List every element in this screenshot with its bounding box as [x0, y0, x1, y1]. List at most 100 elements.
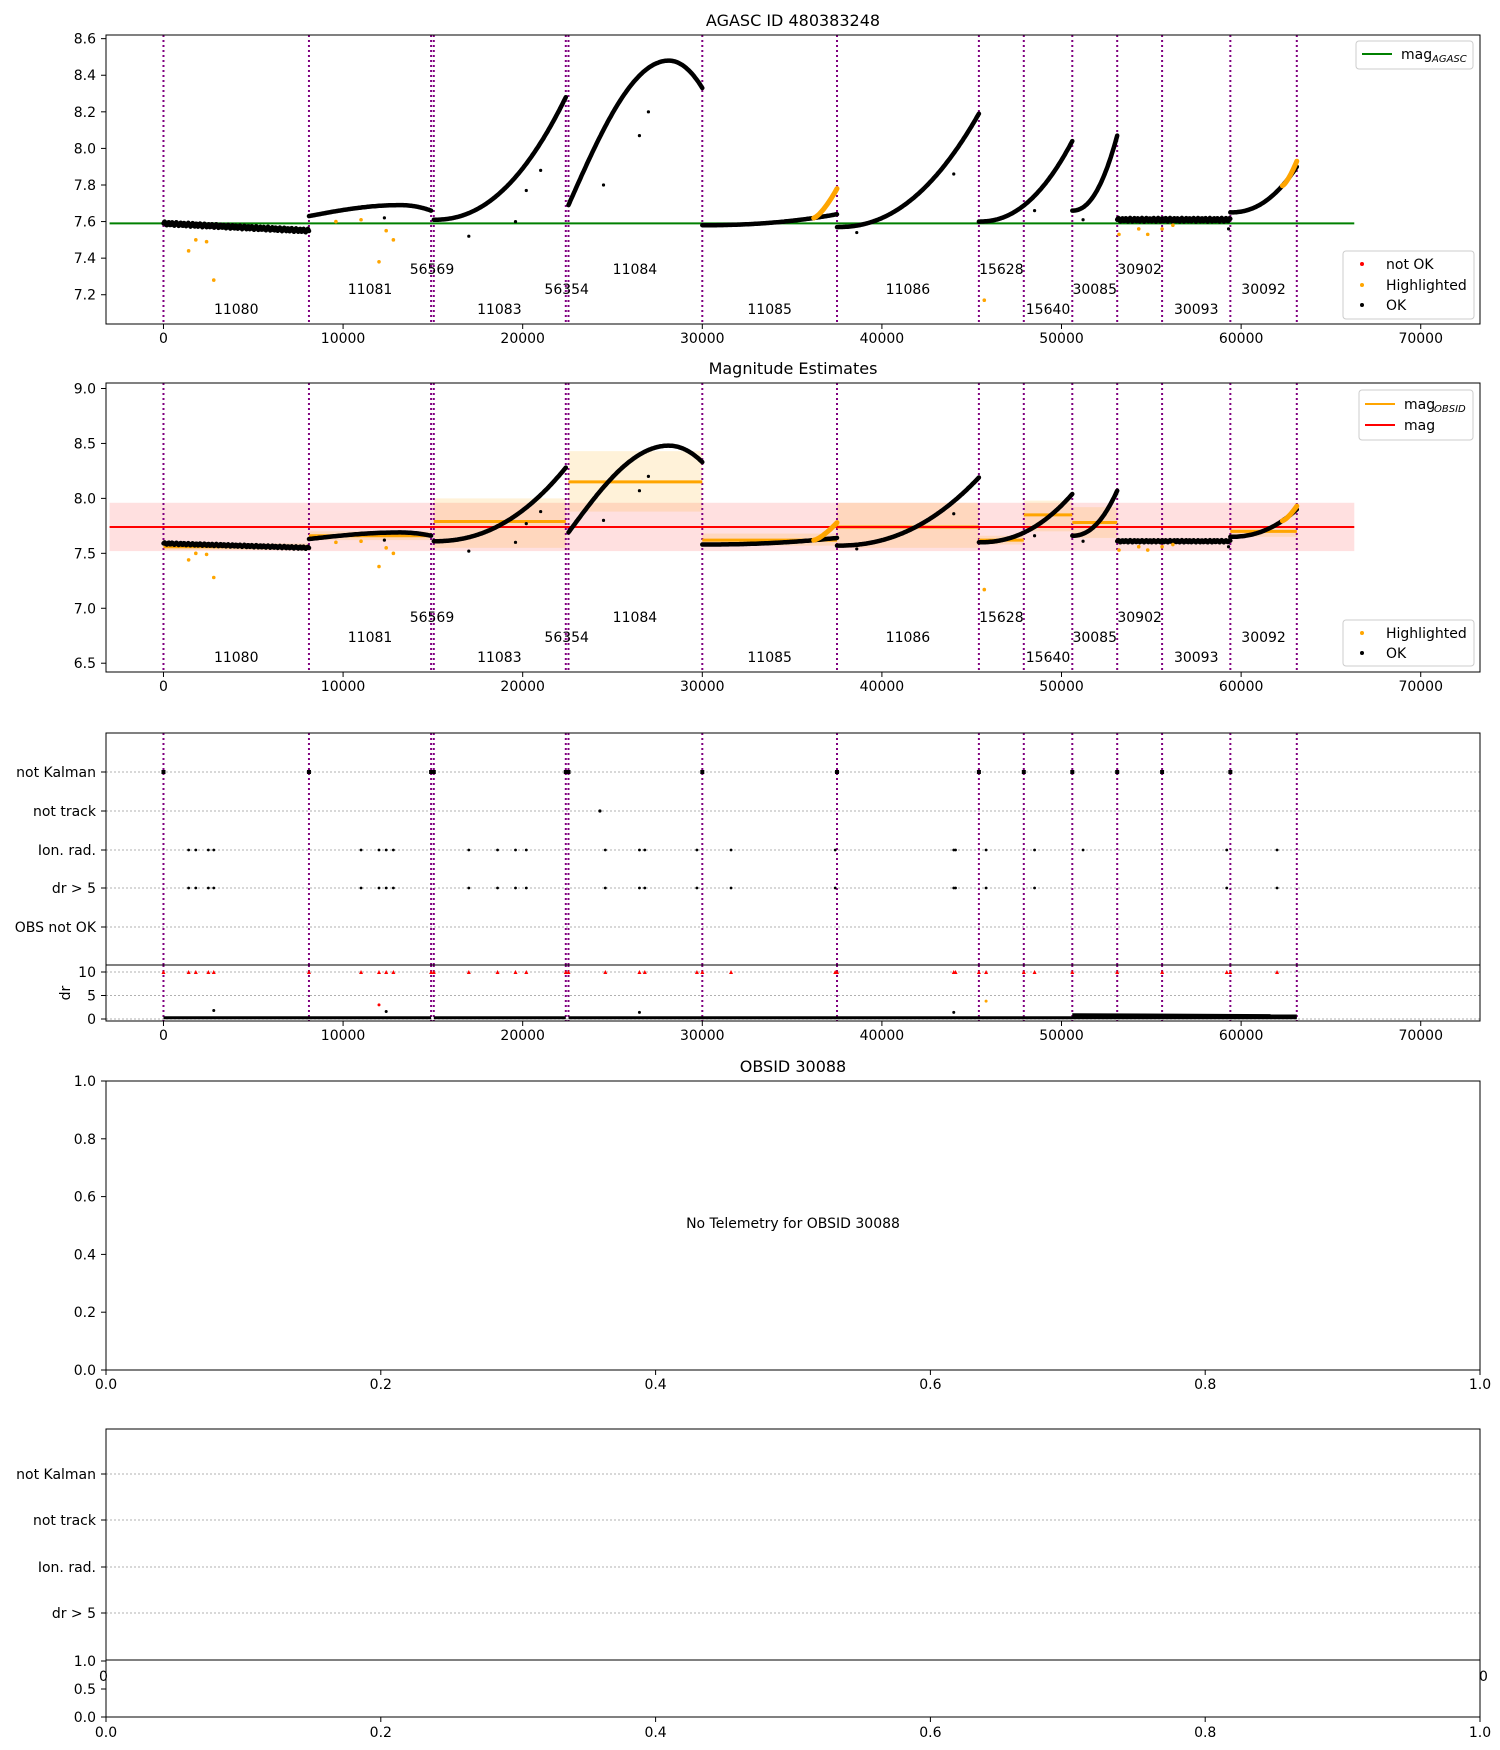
p5-y-tick-label: 0.5 — [74, 1682, 96, 1698]
p3b-x-tick-label: 60000 — [1219, 1028, 1264, 1044]
dr-gt5-point — [187, 886, 191, 890]
dr-not-ok-point — [566, 970, 571, 974]
p2-obsid-label: 11084 — [613, 610, 658, 626]
dr-gt5-point — [496, 886, 499, 890]
p1-x-tick-label: 60000 — [1219, 331, 1264, 347]
p1-highlighted-point — [391, 238, 396, 242]
p1-obsid-label: 30093 — [1174, 302, 1219, 318]
dr-not-ok-point — [466, 970, 471, 974]
dr-y-tick-label: 10 — [78, 965, 96, 981]
legend-points-p1: not OK Highlighted OK — [1342, 250, 1475, 320]
p2-ok-point — [952, 512, 956, 516]
magnitude-estimates-panel: 11080 11081 56569 11083 56354 11084 11085 11086… — [74, 381, 1481, 695]
dr-outlier-point — [637, 1010, 641, 1014]
p1-highlighted-point — [1136, 227, 1141, 231]
p2-ok-point — [601, 518, 606, 522]
ion-rad-point — [496, 848, 499, 852]
p2-highlighted-points — [1279, 503, 1300, 524]
p1-highlighted-point — [384, 228, 388, 233]
p1-ok-point — [646, 110, 651, 114]
p1-ok-points — [834, 111, 982, 230]
p2-highlighted-point — [1145, 548, 1150, 552]
p1-highlighted-points — [811, 186, 840, 221]
dr-gt5-point — [638, 886, 641, 890]
p1-obsid-label: 11086 — [886, 282, 931, 298]
dr-gt5-point — [1033, 886, 1036, 890]
ion-rad-point — [194, 848, 198, 852]
p2-highlighted-point — [982, 587, 987, 592]
p2-ok-points — [306, 530, 434, 542]
legend-highlighted-label-2: Highlighted — [1386, 626, 1467, 642]
p2-x-tick-label: 40000 — [860, 679, 905, 695]
dr-gt5-point — [524, 886, 528, 890]
p5-y-tick-label: 1.0 — [74, 1654, 96, 1670]
p3b-x-tick-label: 50000 — [1039, 1028, 1084, 1044]
dr-not-ok-point — [429, 970, 434, 974]
legend-highlighted-label: Highlighted — [1386, 278, 1467, 294]
p2-ok-points — [1114, 537, 1233, 545]
dr-not-ok-point — [495, 970, 500, 974]
p1-highlighted-point — [1117, 232, 1121, 237]
not-kalman-point — [835, 770, 840, 774]
flags-panel: not Kalman not track Ion. rad. dr > 5 OBS no… — [15, 732, 1481, 966]
p2-highlighted-point — [391, 551, 396, 556]
p5-flag-row-label: Ion. rad. — [38, 1560, 96, 1576]
p2-x-tick-label: 20000 — [500, 679, 545, 695]
ion-rad-point — [638, 848, 641, 852]
p1-x-tick-label: 40000 — [860, 331, 905, 347]
p5-x-tick-label: 1.0 — [1469, 1725, 1491, 1741]
dr-gt5-point — [984, 886, 988, 890]
p2-ok-point — [467, 549, 471, 553]
flag-row-label: Ion. rad. — [38, 843, 96, 859]
p3b-x-tick-label: 0 — [159, 1028, 168, 1044]
p2-ok-point — [855, 547, 859, 551]
p1-ok-point — [513, 219, 518, 224]
dr-outlier-point — [984, 999, 988, 1003]
p1-obsid-label: 11081 — [348, 282, 393, 298]
not-kalman-point — [1160, 770, 1165, 774]
legend-ok-label-2: OK — [1386, 646, 1407, 662]
p5-x-tick-label: 0.4 — [644, 1725, 666, 1741]
p2-highlighted-point — [384, 546, 388, 550]
agasc-magnitude-panel: 11080 11081 56569 11083 56354 11084 11085 11086… — [74, 32, 1481, 347]
p1-y-tick-label: 7.2 — [74, 288, 96, 304]
p5-x-tick-label: 0.2 — [370, 1725, 392, 1741]
p2-highlighted-point — [1160, 544, 1164, 549]
p2-x-tick-label: 0 — [159, 679, 168, 695]
dr-gt5-point — [643, 886, 647, 890]
dr-not-ok-point — [193, 970, 198, 974]
p2-obsid-label: 11080 — [214, 650, 259, 666]
ion-rad-point — [359, 848, 363, 852]
panel1-title: AGASC ID 480383248 — [706, 11, 880, 30]
dr-gt5-point — [391, 886, 395, 890]
p2-ok-point — [1226, 545, 1231, 549]
p1-ok-point — [1081, 218, 1085, 222]
p1-obsid-label: 30085 — [1072, 282, 1117, 298]
p3b-x-tick-label: 30000 — [680, 1028, 725, 1044]
legend-mag-obsid-label: mag — [1404, 397, 1435, 413]
p2-highlighted-point — [334, 540, 338, 545]
dr-gt5-point — [384, 886, 388, 890]
p1-x-tick-label: 30000 — [680, 331, 725, 347]
p2-ok-points — [1070, 488, 1120, 538]
dr-gt5-point — [833, 886, 837, 890]
dr-outlier-point — [212, 1009, 216, 1013]
p2-highlighted-point — [1171, 542, 1175, 547]
p2-y-tick-label: 8.5 — [74, 436, 96, 452]
p1-ok-point — [467, 234, 471, 238]
dr-y-tick-label: 5 — [87, 989, 96, 1005]
legend-lines-p1: mag AGASC — [1355, 40, 1474, 70]
ion-rad-point — [206, 848, 210, 852]
dr-not-ok-point — [637, 970, 642, 974]
p1-ok-points — [976, 138, 1075, 224]
p1-highlighted-point — [1171, 223, 1175, 228]
p2-obsid-label: 11086 — [886, 630, 931, 646]
p2-ok-points — [834, 475, 982, 548]
panel4-title: OBSID 30088 — [740, 1057, 846, 1076]
p1-obsid-label: 30092 — [1241, 282, 1286, 298]
p2-obsid-label: 11083 — [477, 650, 522, 666]
p2-y-tick-label: 7.0 — [74, 601, 96, 617]
ion-rad-point — [1081, 848, 1085, 852]
